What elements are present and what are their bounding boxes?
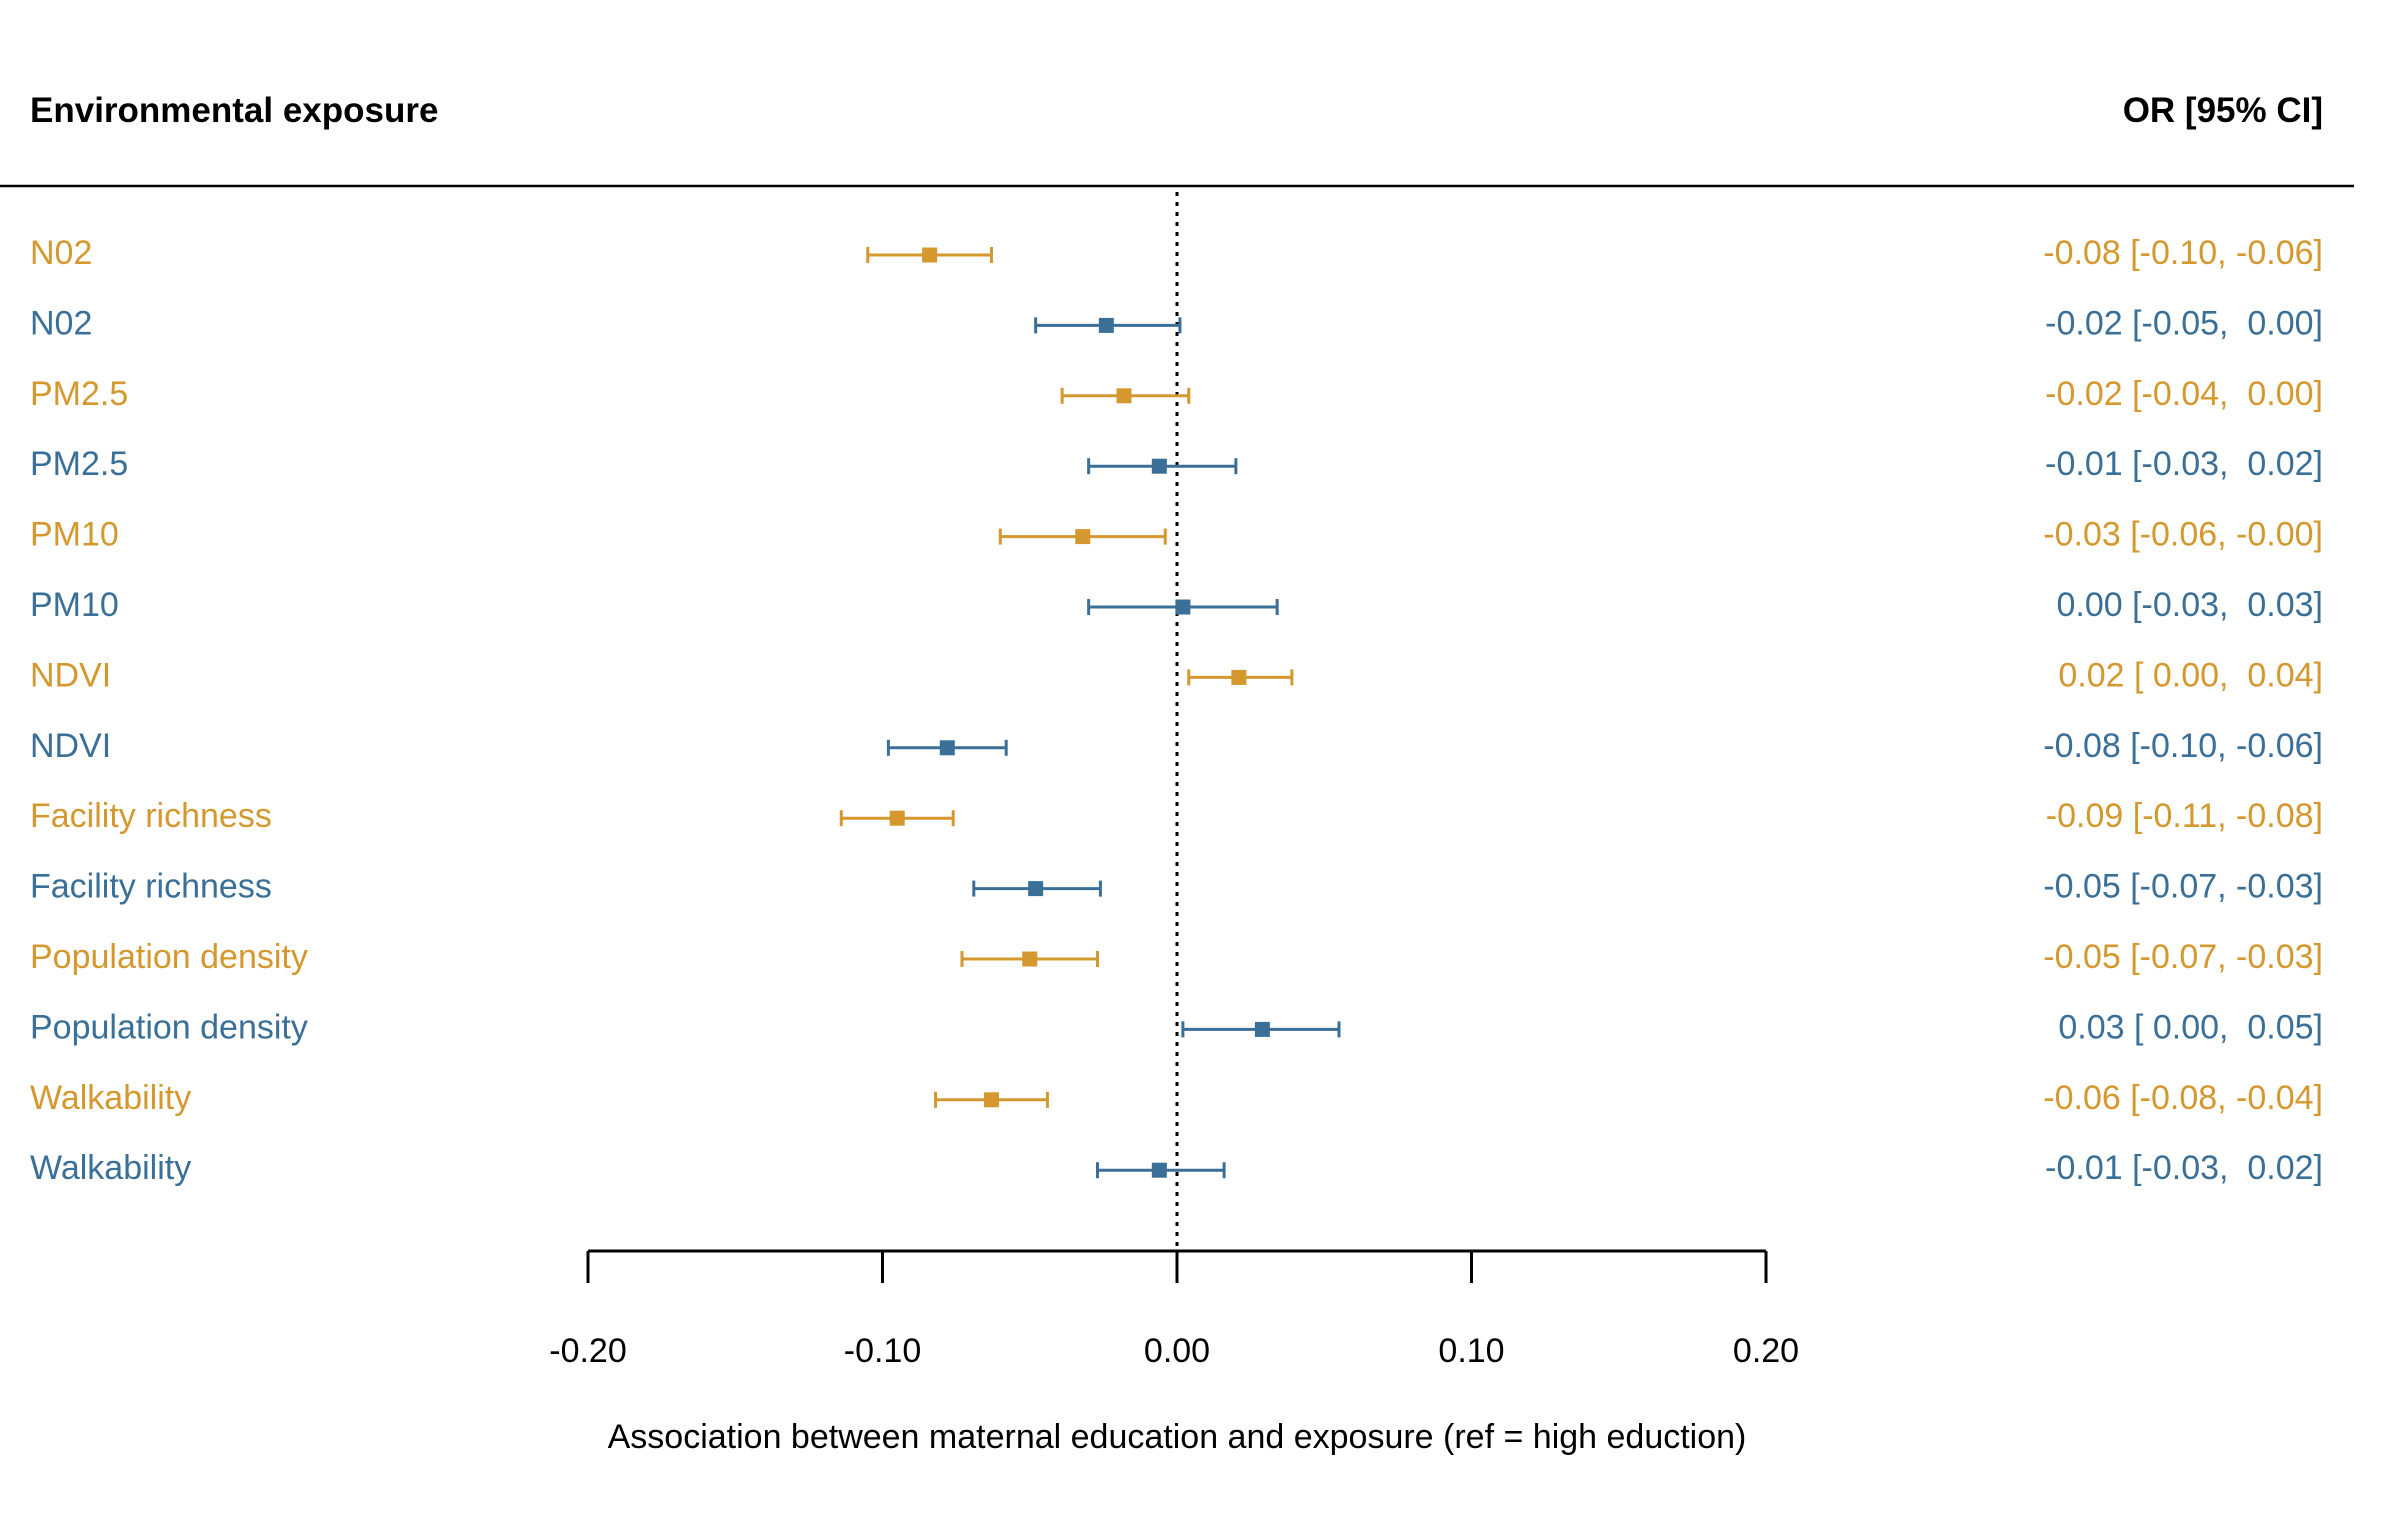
row-or-ci: -0.06 [-0.08, -0.04] (2043, 1079, 2323, 1117)
forest-row: Facility richness -0.09 [-0.11, -0.08] (30, 797, 2323, 835)
forest-row: Population density 0.03 [ 0.00, 0.05] (30, 1008, 2323, 1046)
point-estimate (1098, 317, 1114, 333)
row-or-ci: -0.03 [-0.06, -0.00] (2043, 516, 2323, 554)
row-or-ci: 0.02 [ 0.00, 0.04] (2058, 656, 2323, 694)
x-tick-label: 0.20 (1733, 1332, 1799, 1370)
row-or-ci: -0.02 [-0.04, 0.00] (2045, 375, 2323, 413)
row-label: NDVI (30, 656, 111, 694)
x-tick-label: -0.20 (549, 1332, 627, 1370)
row-or-ci: -0.05 [-0.07, -0.03] (2043, 868, 2323, 906)
row-or-ci: -0.05 [-0.07, -0.03] (2043, 938, 2323, 976)
x-tick-label: 0.00 (1144, 1332, 1210, 1370)
forest-row: NDVI -0.08 [-0.10, -0.06] (30, 727, 2323, 765)
point-estimate (983, 1092, 999, 1108)
point-estimate (1175, 599, 1191, 615)
row-label: Population density (30, 1008, 308, 1046)
forest-row: Population density -0.05 [-0.07, -0.03] (30, 938, 2323, 976)
forest-row: Walkability -0.01 [-0.03, 0.02] (30, 1149, 2323, 1187)
rows-layer: N02 -0.08 [-0.10, -0.06] N02 -0.02 [-0.05, … (30, 234, 2323, 1187)
point-estimate (1022, 951, 1038, 967)
row-or-ci: -0.01 [-0.03, 0.02] (2045, 1149, 2323, 1187)
x-tick-label: -0.10 (844, 1332, 922, 1370)
point-estimate (922, 247, 938, 263)
row-or-ci: -0.08 [-0.10, -0.06] (2043, 234, 2323, 272)
row-label: Facility richness (30, 797, 272, 835)
point-estimate (889, 810, 905, 826)
row-or-ci: -0.02 [-0.05, 0.00] (2045, 304, 2323, 342)
x-axis: -0.20 -0.10 0.00 0.10 0.20 (549, 1249, 1799, 1370)
point-estimate (1075, 529, 1091, 545)
row-label: PM10 (30, 516, 119, 554)
row-label: N02 (30, 234, 92, 272)
point-estimate (1151, 458, 1167, 474)
point-estimate (1116, 388, 1132, 404)
point-estimate (1231, 669, 1247, 685)
x-tick-label: 0.10 (1438, 1332, 1504, 1370)
row-label: NDVI (30, 727, 111, 765)
point-estimate (1151, 1162, 1167, 1178)
header-or-ci: OR [95% CI] (2123, 91, 2323, 130)
forest-row: PM10 -0.03 [-0.06, -0.00] (30, 516, 2323, 554)
x-axis-label: Association between maternal education a… (608, 1418, 1747, 1456)
forest-row: N02 -0.02 [-0.05, 0.00] (30, 304, 2323, 342)
row-or-ci: 0.03 [ 0.00, 0.05] (2058, 1008, 2323, 1046)
row-or-ci: -0.08 [-0.10, -0.06] (2043, 727, 2323, 765)
header-exposure: Environmental exposure (30, 91, 438, 130)
forest-row: Facility richness -0.05 [-0.07, -0.03] (30, 868, 2323, 906)
row-label: PM2.5 (30, 445, 128, 483)
forest-row: PM2.5 -0.01 [-0.03, 0.02] (30, 445, 2323, 483)
row-label: Population density (30, 938, 308, 976)
row-or-ci: -0.09 [-0.11, -0.08] (2046, 797, 2323, 835)
row-or-ci: 0.00 [-0.03, 0.03] (2056, 586, 2323, 624)
point-estimate (1028, 881, 1044, 897)
forest-row: PM2.5 -0.02 [-0.04, 0.00] (30, 375, 2323, 413)
row-label: Walkability (30, 1079, 191, 1117)
row-label: Facility richness (30, 868, 272, 906)
row-or-ci: -0.01 [-0.03, 0.02] (2045, 445, 2323, 483)
forest-row: Walkability -0.06 [-0.08, -0.04] (30, 1079, 2323, 1117)
row-label: PM2.5 (30, 375, 128, 413)
row-label: PM10 (30, 586, 119, 624)
row-label: Walkability (30, 1149, 191, 1187)
point-estimate (939, 740, 955, 756)
row-label: N02 (30, 304, 92, 342)
forest-row: NDVI 0.02 [ 0.00, 0.04] (30, 656, 2323, 694)
forest-row: N02 -0.08 [-0.10, -0.06] (30, 234, 2323, 272)
forest-row: PM10 0.00 [-0.03, 0.03] (30, 586, 2323, 624)
point-estimate (1254, 1021, 1270, 1037)
